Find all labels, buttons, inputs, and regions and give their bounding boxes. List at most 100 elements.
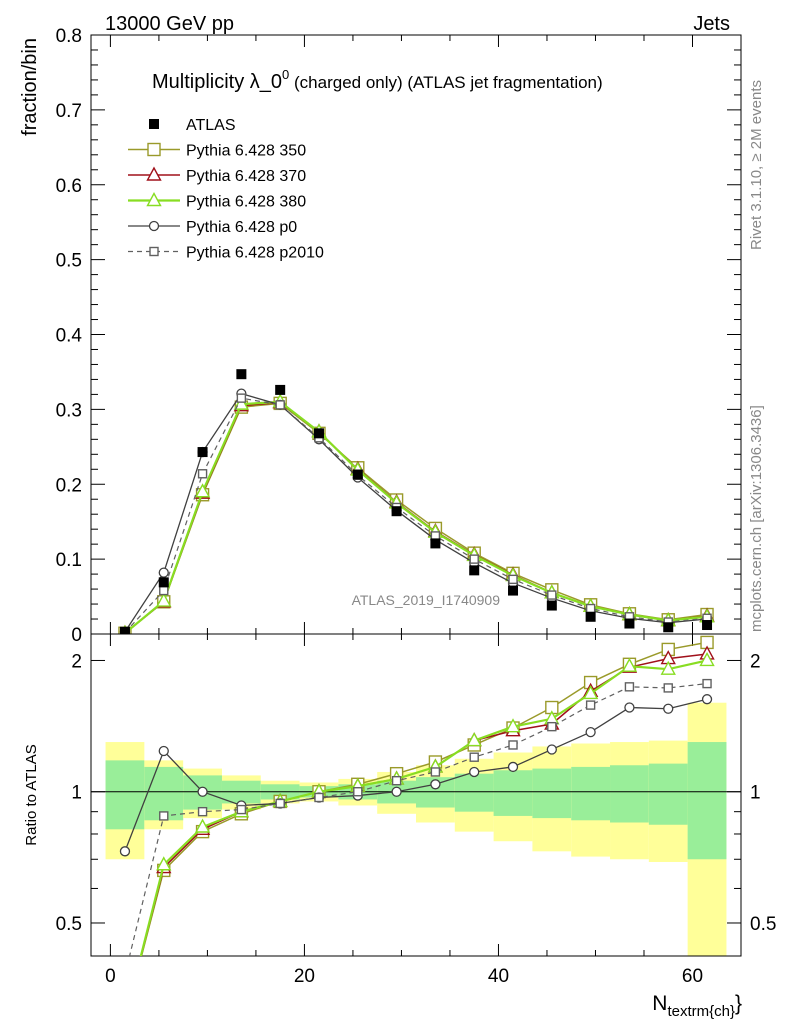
ratio-line (139, 659, 708, 956)
legend-marker (146, 166, 162, 181)
x-axis-label-sub: textrm{ch} (667, 1003, 735, 1020)
chart-title-rest: (charged only) (ATLAS jet fragmentation) (289, 73, 602, 92)
ratio-point (507, 761, 519, 773)
y-tick-label: 0.6 (56, 176, 82, 197)
ratio-point (547, 721, 557, 732)
y-tick-label: 0 (71, 625, 82, 646)
ratio-point (121, 971, 129, 979)
series-point (194, 483, 211, 498)
ratio-point (119, 1014, 131, 1024)
ratio-point (466, 732, 482, 747)
series-line (124, 400, 708, 634)
band-inner (105, 760, 145, 830)
chart-title-sup: 0 (282, 67, 289, 82)
band-inner (687, 742, 727, 860)
series-point (233, 395, 250, 410)
ratio-point (582, 685, 599, 700)
legend-label: Pythia 6.428 370 (186, 168, 306, 185)
x-axis-label-main: N (652, 992, 667, 1015)
y-axis-label: fraction/bin (19, 38, 41, 136)
ratio-point (158, 745, 169, 757)
ratio-point (430, 779, 441, 790)
ratio-point (505, 718, 521, 733)
legend-entry: ATLAS (149, 117, 236, 134)
data-point (624, 618, 635, 629)
legend-entry: Pythia 6.428 350 (128, 143, 306, 160)
ratio-line (140, 641, 708, 956)
ratio-point (624, 682, 635, 692)
ratio-y-tick-label-right: 1 (750, 783, 761, 804)
x-tick-label: 20 (294, 966, 315, 987)
legend-label: Pythia 6.428 p2010 (186, 245, 324, 262)
ratio-point (156, 856, 172, 871)
data-point (352, 469, 363, 480)
data-point (158, 577, 169, 588)
legend-marker (149, 246, 159, 257)
ratio-point (701, 694, 713, 705)
ratio-point (585, 726, 596, 738)
chart-title-main: Multiplicity λ_0 (152, 71, 282, 93)
ratio-point (119, 846, 131, 857)
band-inner (532, 768, 572, 819)
ratio-line (128, 683, 708, 956)
x-tick-label: 60 (682, 966, 703, 987)
ratio-y-tick-label: 1 (71, 783, 82, 804)
legend-marker (148, 220, 160, 232)
ratio-point (663, 703, 674, 714)
ratio-point (469, 752, 479, 762)
data-point (391, 506, 402, 517)
header-right: Jets (693, 13, 730, 35)
y-tick-label: 0.7 (56, 101, 82, 122)
series-point (156, 592, 172, 607)
data-point (313, 428, 324, 439)
ratio-point (197, 806, 208, 817)
ratio-y-tick-label-right: 0.5 (750, 914, 776, 935)
data-point (430, 538, 441, 549)
data-point (702, 620, 713, 631)
ratio-frame (90, 633, 742, 957)
ratio-point (660, 660, 676, 675)
legend-label: Pythia 6.428 350 (186, 143, 306, 160)
ratio-point (197, 786, 208, 797)
x-axis-label-tail: } (735, 992, 742, 1015)
ratio-point (275, 798, 285, 809)
ratio-point (621, 657, 638, 672)
legend-entry: Pythia 6.428 370 (128, 166, 306, 185)
y-tick-label: 0.5 (56, 251, 82, 272)
ratio-point (391, 775, 402, 786)
data-point (236, 369, 247, 380)
band-inner (454, 773, 494, 812)
y-tick-label: 0.4 (56, 326, 83, 347)
data-point (585, 611, 596, 622)
series-point (547, 590, 557, 600)
ratio-point (353, 787, 363, 797)
y-tick-label: 0.8 (56, 26, 82, 47)
ratio-point (699, 651, 715, 667)
legend-entry: Pythia 6.428 380 (128, 192, 306, 211)
x-tick-label: 0 (105, 966, 116, 987)
series-5-ratio (121, 678, 712, 979)
legend-label: Pythia 6.428 p0 (186, 219, 297, 236)
ratio-point (585, 700, 596, 710)
y-tick-label: 0.2 (56, 475, 82, 496)
ratio-point (118, 1013, 131, 1024)
ratio-point (236, 804, 247, 815)
series-point (197, 469, 208, 479)
ratio-point (430, 767, 441, 777)
data-point (508, 585, 519, 596)
series-point (469, 554, 479, 564)
data-point (663, 622, 674, 633)
ratio-line (124, 698, 708, 852)
ratio-point (508, 740, 518, 750)
ratio-point (159, 811, 169, 821)
series-0-main (119, 369, 713, 634)
legend-entry: Pythia 6.428 p2010 (128, 245, 324, 262)
data-point (119, 626, 130, 634)
ratio-point (194, 818, 211, 833)
y-tick-label: 0.1 (56, 550, 82, 571)
legend: ATLAS Pythia 6.428 350 Pythia 6.428 370 Pyt… (128, 117, 324, 262)
band-inner (571, 766, 611, 821)
x-tick-label: 40 (488, 966, 509, 987)
series-point (508, 574, 518, 585)
